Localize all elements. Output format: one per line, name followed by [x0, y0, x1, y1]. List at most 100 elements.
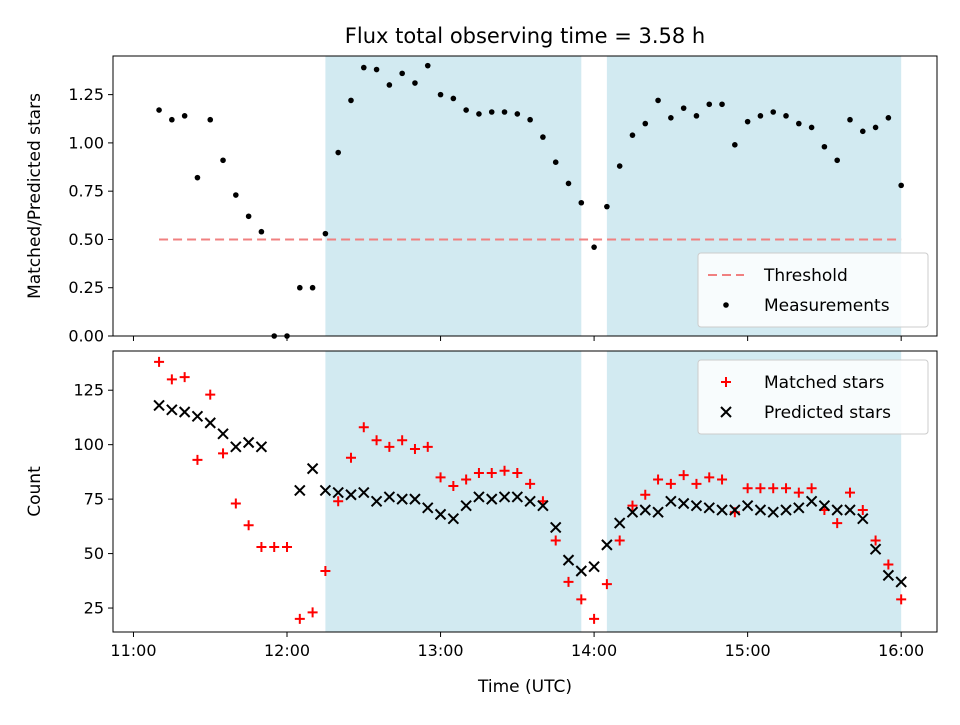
matched-point [563, 576, 574, 587]
y-tick-label: 25 [84, 599, 104, 618]
matched-point [768, 483, 779, 494]
measurement-point [885, 114, 892, 121]
x-tick-label: 11:00 [110, 641, 156, 660]
y-tick-label: 0.00 [68, 327, 104, 346]
measurement-point [258, 228, 265, 235]
measurement-point [348, 97, 354, 104]
measurement-point [552, 159, 559, 166]
predicted-point [498, 491, 511, 503]
measurement-point [693, 113, 700, 119]
measurement-point [373, 66, 380, 73]
matched-point [576, 594, 587, 605]
legend-label: Threshold [763, 266, 848, 286]
predicted-point [729, 504, 741, 516]
matched-point [269, 542, 280, 553]
matched-point [755, 483, 766, 494]
legend-swatch-x [720, 406, 732, 418]
predicted-point [716, 504, 728, 516]
measurement-point [821, 143, 828, 150]
matched-point [870, 535, 881, 546]
legend-box [697, 252, 929, 328]
measurement-point [898, 182, 904, 189]
measurement-point [565, 180, 572, 187]
matched-point [499, 465, 510, 476]
measurement-point [322, 230, 329, 237]
y-tick-label: 0.25 [68, 278, 104, 297]
shaded-interval-1 [325, 56, 582, 336]
measurement-point [591, 244, 597, 250]
predicted-point [204, 417, 216, 429]
predicted-point [370, 495, 383, 508]
predicted-point [677, 497, 690, 510]
measurement-point [578, 199, 585, 206]
top-panel: 0.00 0.25 0.50 0.75 1.00 1.25 Matched/Predicte… [25, 55, 938, 346]
x-tick-label: 16:00 [878, 641, 924, 660]
matched-point [665, 478, 676, 489]
matched-point [883, 559, 894, 570]
predicted-point [703, 502, 715, 514]
matched-point [525, 478, 536, 489]
measurement-point [540, 134, 546, 140]
legend-swatch-plus [721, 377, 731, 387]
matched-point [154, 356, 165, 367]
x-tick-label: 14:00 [571, 641, 617, 660]
measurement-point [463, 107, 469, 113]
measurement-point [616, 163, 623, 169]
matched-point [218, 448, 229, 459]
x-tick-label: 15:00 [725, 641, 771, 660]
matched-point [793, 487, 804, 498]
predicted-point [447, 513, 460, 525]
matched-point [345, 452, 356, 463]
measurement-point [732, 142, 738, 148]
matched-point [422, 441, 433, 452]
legend-swatch-dot [723, 302, 729, 308]
predicted-point [242, 436, 255, 449]
series-matched-stars [154, 356, 907, 624]
matched-point [601, 579, 612, 590]
x-axis-label: Time (UTC) [477, 677, 572, 697]
predicted-point [345, 489, 357, 501]
predicted-point [588, 560, 600, 573]
predicted-point [511, 491, 524, 503]
matched-point [358, 422, 369, 433]
matched-point [461, 474, 472, 485]
series-predicted-stars [153, 399, 907, 588]
predicted-point [294, 484, 306, 497]
matched-point [653, 474, 664, 485]
matched-point [832, 518, 843, 529]
matched-point [192, 454, 203, 465]
measurement-point [501, 109, 508, 115]
matched-point [282, 542, 293, 553]
measurement-point [169, 116, 175, 123]
matched-point [294, 613, 305, 624]
predicted-point [217, 428, 229, 440]
plot-frame [112, 55, 938, 337]
matched-point [742, 483, 753, 494]
predicted-point [741, 499, 754, 512]
legend-label: Predicted stars [764, 403, 891, 423]
predicted-point [460, 499, 472, 512]
y-tick-label: 50 [84, 544, 104, 563]
predicted-point [409, 493, 421, 505]
measurement-point [233, 192, 239, 198]
measurement-point [335, 149, 341, 156]
matched-point [704, 472, 715, 483]
y-axis-label: Count [25, 466, 45, 517]
matched-point [473, 467, 484, 478]
matched-point [486, 467, 497, 478]
predicted-point [601, 539, 613, 551]
measurement-point [744, 118, 751, 125]
matched-point [896, 594, 907, 605]
measurement-point [680, 105, 687, 111]
measurement-point [757, 113, 764, 119]
measurement-point [437, 91, 444, 98]
predicted-point [537, 499, 549, 512]
measurement-point [488, 109, 495, 115]
predicted-point [805, 495, 818, 508]
plot-frame [112, 350, 938, 633]
y-tick-label: 1.25 [68, 85, 104, 104]
predicted-point [383, 491, 396, 503]
measurement-point [476, 111, 482, 117]
predicted-point [562, 554, 575, 566]
